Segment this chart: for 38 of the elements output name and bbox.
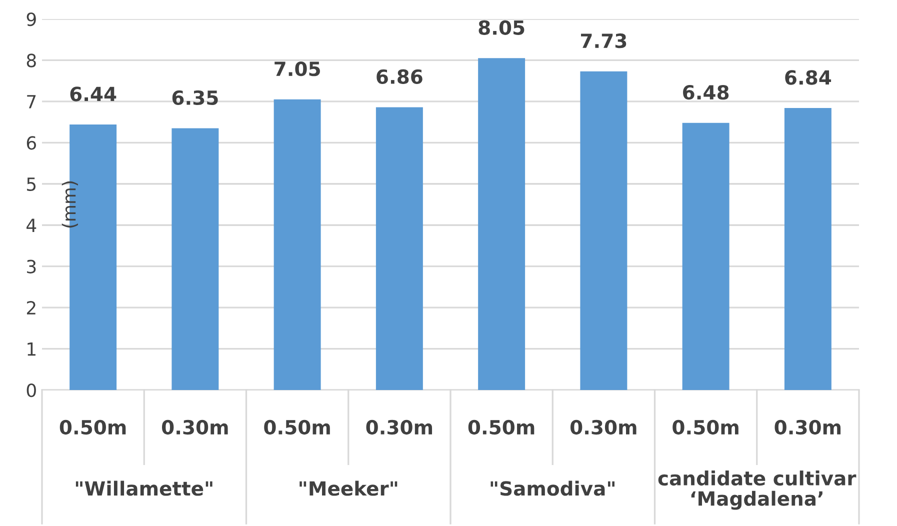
data-label: 6.44	[70, 86, 116, 102]
data-label: 8.05	[478, 20, 524, 35]
bar	[478, 58, 526, 390]
x-tick-label: 0.50m	[60, 420, 126, 435]
x-tick-label: 0.30m	[366, 420, 432, 435]
y-tick-label: 2	[26, 301, 36, 314]
x-tick-label: 0.50m	[672, 420, 738, 435]
data-label: 7.73	[581, 33, 626, 48]
x-tick-label: 0.30m	[774, 420, 841, 435]
x-tick-label: 0.30m	[570, 420, 636, 435]
y-tick-label: 3	[27, 260, 36, 274]
bar	[580, 71, 628, 390]
y-axis-title: (mm)	[62, 181, 78, 228]
y-tick-label: 4	[26, 218, 36, 232]
x-tick-label: 0.50m	[468, 420, 534, 435]
x-tick-label: 0.50m	[264, 420, 330, 435]
data-label: 7.05	[274, 61, 320, 76]
y-tick-label: 7	[27, 95, 36, 108]
bar	[682, 122, 730, 390]
text: "Willamette"	[76, 480, 212, 496]
data-label: 6.48	[683, 84, 729, 100]
y-tick-label: 5	[27, 178, 36, 192]
bar	[274, 99, 321, 390]
text: "Samodiva"	[490, 480, 614, 496]
y-tick-label: 1	[28, 342, 36, 356]
y-tick-label: 9	[26, 12, 36, 26]
y-tick-label: 0	[26, 383, 36, 398]
text: candidate cultivar ‘Magdalena’	[658, 470, 856, 510]
y-tick-label: 6	[26, 136, 36, 150]
bar	[172, 128, 219, 390]
bar	[784, 108, 832, 390]
x-tick-label: 0.30m	[162, 420, 228, 435]
text: "Meeker"	[300, 480, 398, 496]
data-label: 6.84	[785, 70, 832, 85]
data-label: 6.86	[376, 69, 422, 84]
y-tick-label: 8	[26, 54, 36, 68]
data-label: 6.35	[172, 90, 218, 106]
bar	[376, 107, 423, 390]
